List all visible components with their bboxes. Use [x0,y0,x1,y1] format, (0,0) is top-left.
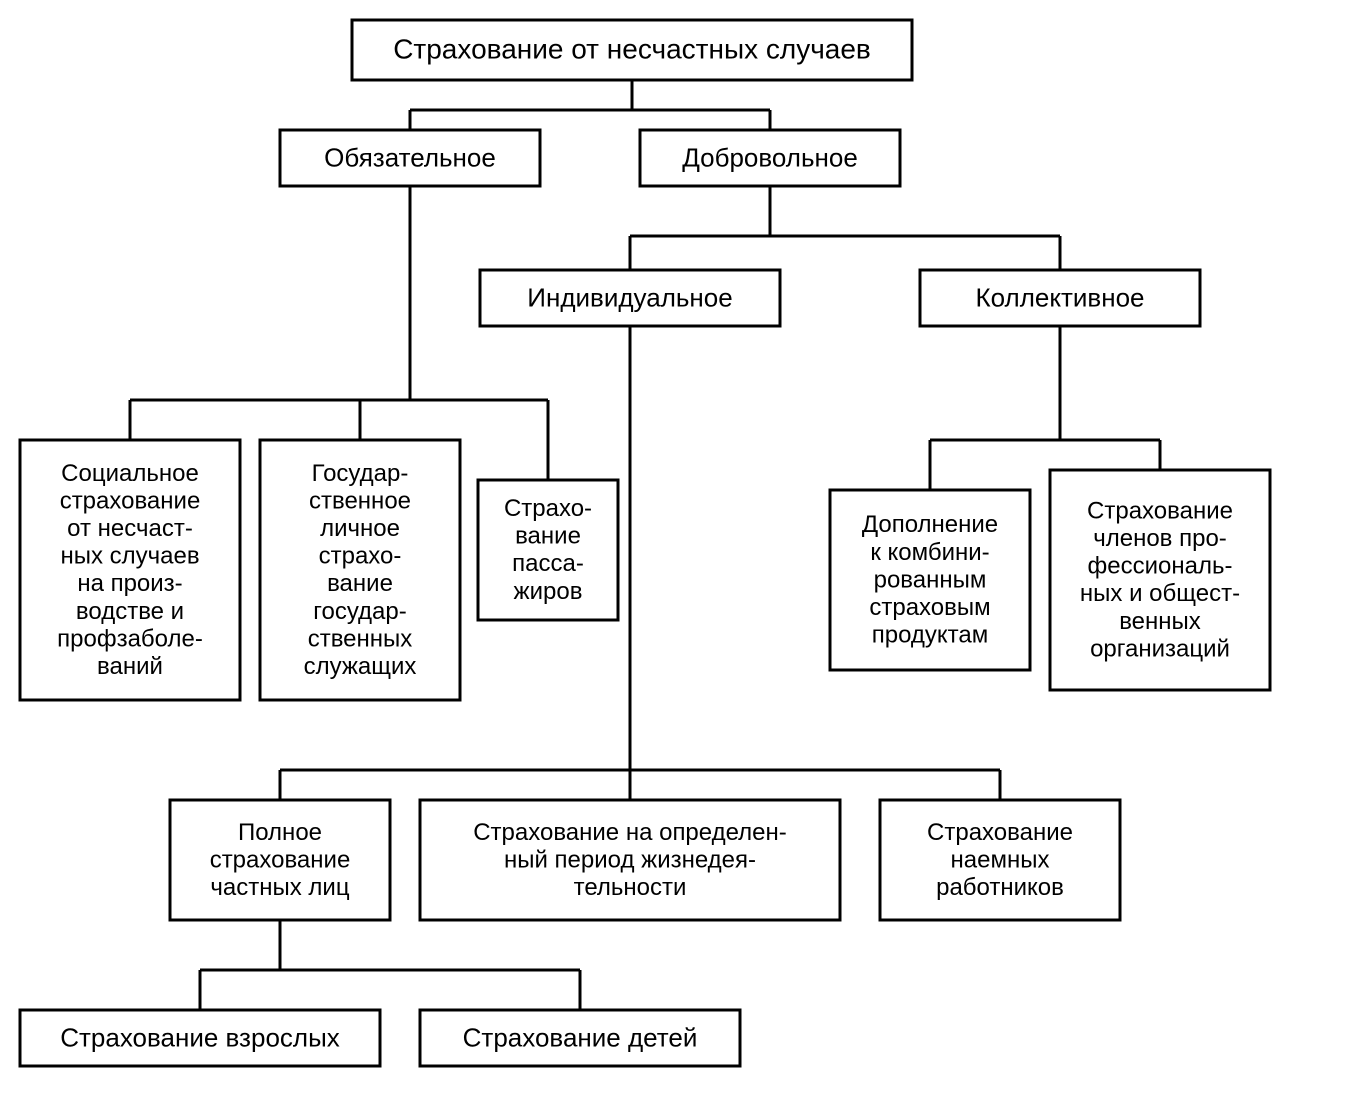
node-label-collec: Коллективное [975,282,1144,312]
node-volun: Добровольное [640,130,900,186]
node-n_kids: Страхование детей [420,1010,740,1066]
node-root: Страхование от несчастных случаев [352,20,912,80]
node-n_full: Полноестрахованиечастных лиц [170,800,390,920]
node-n_hire: Страхованиенаемныхработников [880,800,1120,920]
node-collec: Коллективное [920,270,1200,326]
node-label-volun: Добровольное [682,142,858,172]
node-n_org: Страхованиечленов про-фессиональ-ных и о… [1050,470,1270,690]
node-label-root: Страхование от несчастных случаев [393,34,871,65]
node-n_gos: Государ-ственноеличноестрахо-ваниегосуда… [260,440,460,700]
node-n_soc: Социальноестрахованиеот несчаст-ных случ… [20,440,240,700]
node-label-oblig: Обязательное [324,142,496,172]
node-label-n_adlt: Страхование взрослых [60,1022,340,1052]
node-label-n_dop: Дополнениек комбини-рованнымстраховымпро… [862,512,998,649]
node-n_per: Страхование на определен-ный период жизн… [420,800,840,920]
node-n_pas: Страхо-ваниепасса-жиров [478,480,618,620]
node-label-n_kids: Страхование детей [463,1022,698,1052]
node-label-n_soc: Социальноестрахованиеот несчаст-ных случ… [57,460,203,680]
node-oblig: Обязательное [280,130,540,186]
insurance-tree-diagram: Страхование от несчастных случаев Обязате… [0,0,1358,1102]
node-indiv: Индивидуальное [480,270,780,326]
node-n_adlt: Страхование взрослых [20,1010,380,1066]
nodes-layer: Страхование от несчастных случаев Обязате… [20,20,1270,1066]
node-n_dop: Дополнениек комбини-рованнымстраховымпро… [830,490,1030,670]
node-label-n_pas: Страхо-ваниепасса-жиров [504,495,592,605]
node-label-n_org: Страхованиечленов про-фессиональ-ных и о… [1080,498,1240,663]
node-label-indiv: Индивидуальное [527,282,732,312]
